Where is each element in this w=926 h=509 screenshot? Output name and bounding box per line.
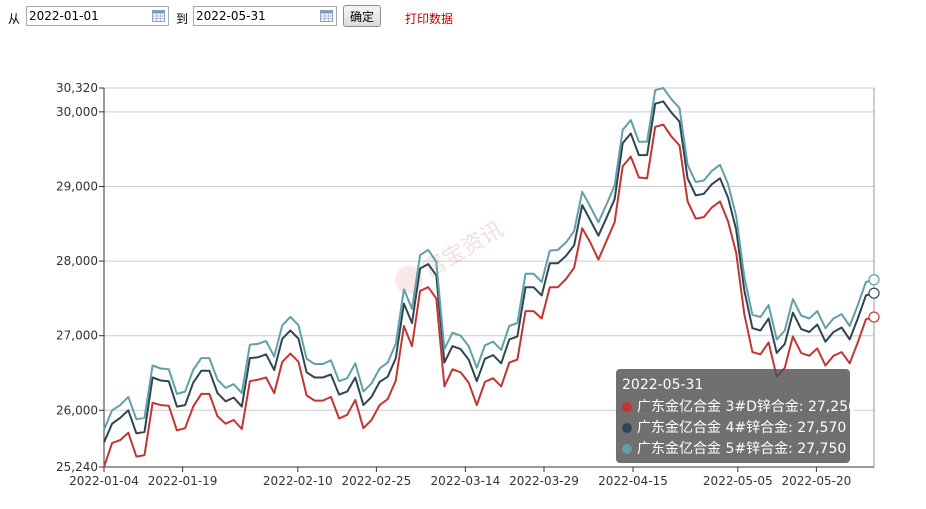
y-tick-label: 27,000 xyxy=(56,329,98,343)
series-color-dot xyxy=(622,402,632,412)
series-line xyxy=(103,100,875,443)
end-date-input[interactable] xyxy=(196,8,314,24)
data-point-marker xyxy=(868,311,880,323)
y-tick-label: 30,320 xyxy=(56,81,98,95)
x-tick-label: 2022-02-10 xyxy=(263,474,333,488)
y-tick-label: 28,000 xyxy=(56,254,98,268)
confirm-button[interactable]: 确定 xyxy=(343,5,381,27)
from-label: 从 xyxy=(8,12,21,26)
x-tick-label: 2022-01-19 xyxy=(148,474,218,488)
tooltip-date: 2022-05-31 xyxy=(622,377,704,393)
series-color-dot xyxy=(622,444,632,454)
series-color-dot xyxy=(622,423,632,433)
tooltip-row: 广东金亿合金 4#锌合金: 27,570 xyxy=(622,418,847,439)
x-tick-label: 2022-03-29 xyxy=(509,474,579,488)
date-filter-bar: 从 到 确定 打印数据 xyxy=(0,0,926,34)
tooltip-series-value: 27,570 xyxy=(797,420,847,436)
tooltip-row: 广东金亿合金 3#D锌合金: 27,250 xyxy=(622,397,857,418)
x-tick-label: 2022-01-04 xyxy=(69,474,139,488)
chart-tooltip: 2022-05-31 广东金亿合金 3#D锌合金: 27,250 广东金亿合金 … xyxy=(616,369,857,463)
start-date-field[interactable] xyxy=(26,6,169,26)
print-data-link[interactable]: 打印数据 xyxy=(405,12,454,26)
x-tick-label: 2022-04-15 xyxy=(598,474,668,488)
series-line xyxy=(103,123,875,468)
y-tick-label: 26,000 xyxy=(56,403,98,417)
data-point-marker xyxy=(868,274,880,286)
tooltip-series-name: 广东金亿合金 5#锌合金 xyxy=(637,441,789,457)
tooltip-series-name: 广东金亿合金 3#D锌合金 xyxy=(637,399,799,415)
end-date-field[interactable] xyxy=(193,6,337,26)
calendar-icon[interactable] xyxy=(320,10,333,22)
start-date-input[interactable] xyxy=(29,8,147,24)
tooltip-series-name: 广东金亿合金 4#锌合金 xyxy=(637,420,789,436)
x-tick-label: 2022-02-25 xyxy=(342,474,412,488)
x-tick-label: 2022-05-20 xyxy=(782,474,852,488)
y-tick-label: 30,000 xyxy=(56,105,98,119)
tooltip-series-value: 27,250 xyxy=(808,399,858,415)
watermark-text: 富宝资讯 xyxy=(419,217,508,283)
y-tick-label: 29,000 xyxy=(56,179,98,193)
series-line xyxy=(103,87,875,431)
data-point-marker xyxy=(868,287,880,299)
x-tick-label: 2022-05-05 xyxy=(703,474,773,488)
tooltip-row: 广东金亿合金 5#锌合金: 27,750 xyxy=(622,439,847,460)
watermark: 富宝资讯 xyxy=(395,217,508,294)
to-label: 到 xyxy=(176,12,189,26)
y-tick-label: 25,240 xyxy=(56,460,98,474)
tooltip-series-value: 27,750 xyxy=(797,441,847,457)
calendar-icon[interactable] xyxy=(152,10,165,22)
x-tick-label: 2022-03-14 xyxy=(431,474,501,488)
